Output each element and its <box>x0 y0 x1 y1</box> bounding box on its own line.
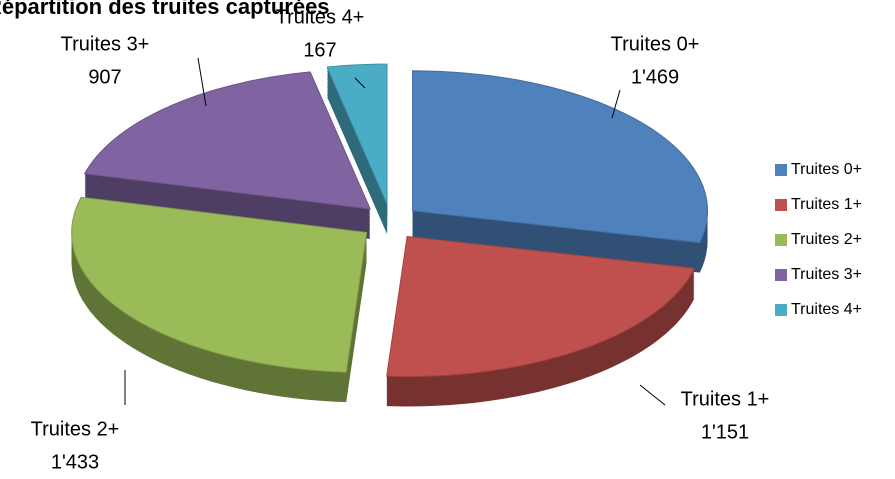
slice <box>412 70 709 273</box>
slice-top <box>386 235 696 377</box>
chart-title: Répartition des truites capturées <box>0 0 330 19</box>
data-label-value: 1'151 <box>701 421 749 443</box>
legend-swatch <box>775 304 787 316</box>
legend-label: Truites 0+ <box>791 161 862 178</box>
leader-line <box>354 77 366 89</box>
legend-swatch <box>775 234 787 246</box>
slice <box>386 235 696 407</box>
slice-top <box>412 70 709 244</box>
legend-swatch <box>775 164 787 176</box>
data-label-name: Truites 2+ <box>31 418 120 440</box>
legend-swatch <box>775 269 787 281</box>
slice <box>71 196 368 403</box>
data-label-name: Truites 4+ <box>276 6 365 28</box>
legend-label: Truites 2+ <box>791 231 862 248</box>
slice-top <box>83 71 371 210</box>
leader-line <box>611 89 621 119</box>
data-label-name: Truites 1+ <box>681 388 770 410</box>
legend-swatch <box>775 199 787 211</box>
data-label-value: 907 <box>88 66 121 88</box>
slice-top <box>326 63 388 205</box>
data-label-name: Truites 0+ <box>611 33 700 55</box>
slice <box>83 71 371 239</box>
legend-label: Truites 1+ <box>791 196 862 213</box>
data-label-name: Truites 3+ <box>61 33 150 55</box>
slice-top <box>71 196 368 373</box>
data-label-value: 167 <box>303 39 336 61</box>
data-label-value: 1'433 <box>51 451 99 473</box>
slice <box>326 63 388 235</box>
leader-line <box>197 57 207 107</box>
leader-line <box>639 384 666 406</box>
legend-label: Truites 3+ <box>791 266 862 283</box>
data-label-value: 1'469 <box>631 66 679 88</box>
legend-label: Truites 4+ <box>791 301 862 318</box>
